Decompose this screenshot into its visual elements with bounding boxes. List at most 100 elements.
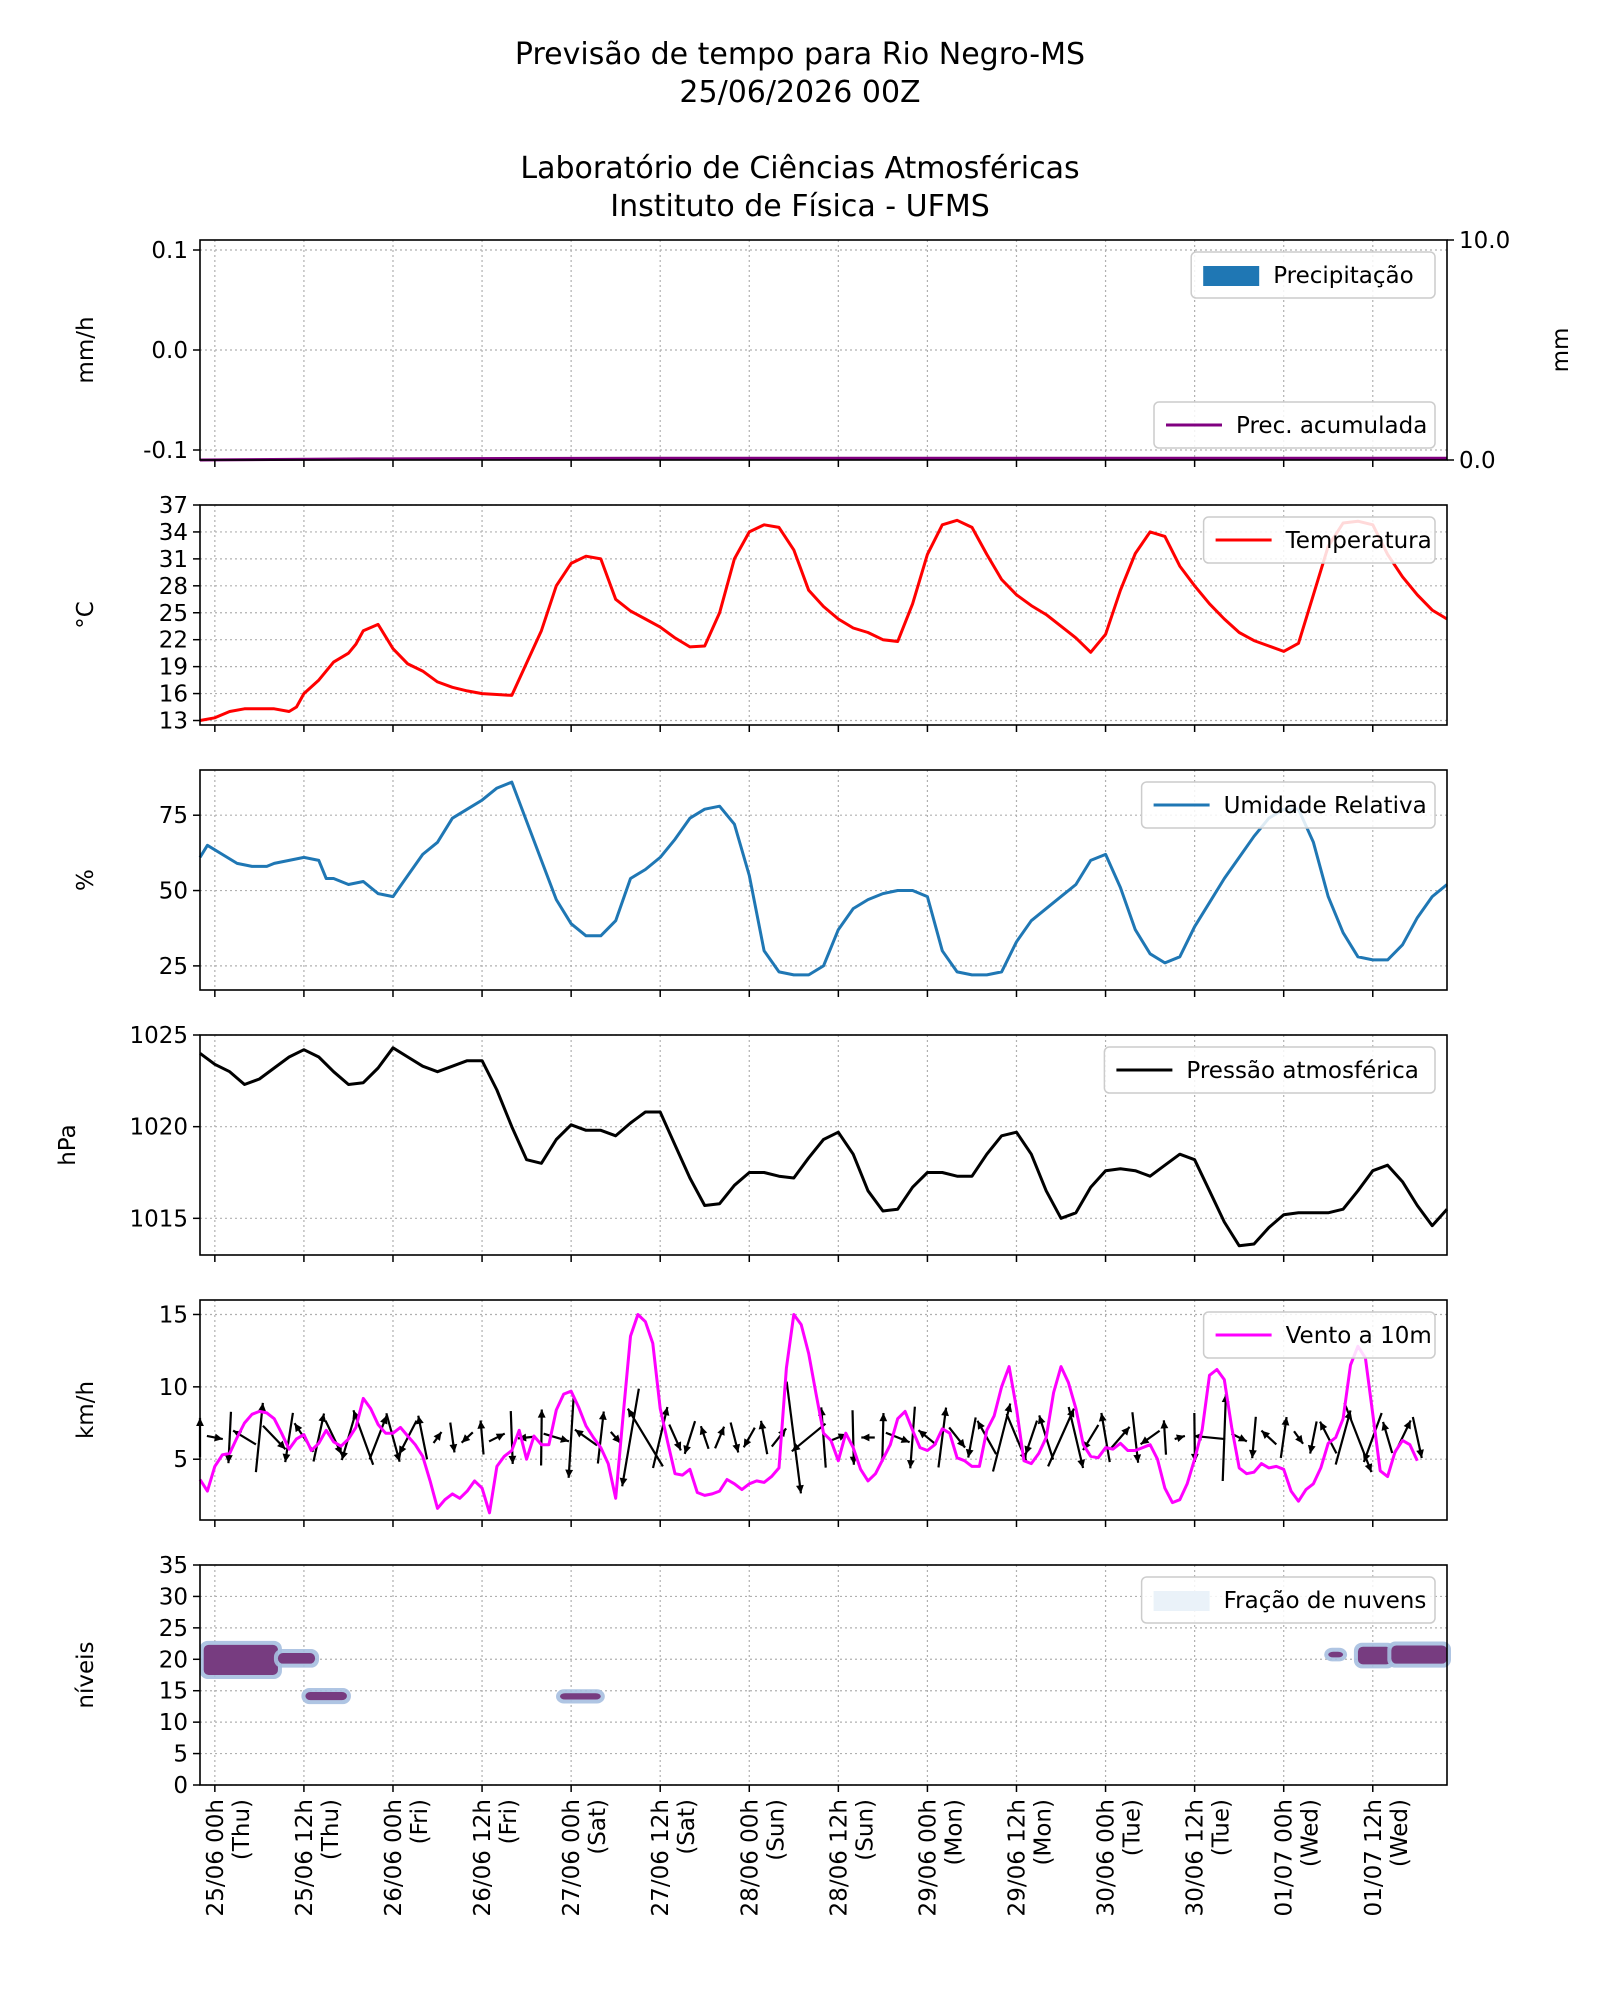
wind-arrow-head <box>1416 1449 1424 1458</box>
wind-arrow <box>312 1413 326 1462</box>
x-tick-date: 01/07 12h <box>1361 1799 1387 1916</box>
wind-arrow-head <box>1160 1420 1169 1429</box>
wind-arrow-head <box>977 1420 985 1430</box>
x-tick-label: 25/06 00h (Thu) <box>203 1799 255 1916</box>
cloud-fraction-patch <box>277 1653 316 1664</box>
panel-pres: 1015 1020 1025 hPa Pressão atmosférica <box>55 1023 1449 1262</box>
wind-arrow-head <box>393 1452 402 1462</box>
wind-arrow-head <box>560 1435 569 1443</box>
wind-arrow-head <box>1237 1434 1247 1442</box>
wind-arrow-head <box>619 1477 628 1487</box>
wind-arrow <box>937 1407 948 1468</box>
panel-frame <box>199 1299 1448 1521</box>
series-line-wind <box>198 1313 1419 1515</box>
series-line-pres <box>199 1046 1449 1248</box>
wind-arrow-head <box>1176 1434 1185 1443</box>
wind-arrow-head <box>796 1484 804 1494</box>
wind-arrow-head <box>477 1420 486 1429</box>
wind-arrow-head <box>574 1429 584 1438</box>
panel-frame <box>199 1034 1448 1256</box>
wind-arrow-head <box>965 1448 974 1458</box>
wind-arrow <box>626 1408 664 1467</box>
y-tick-label: 5 <box>173 1447 188 1473</box>
wind-arrow-head <box>1295 1434 1304 1444</box>
wind-arrow-head <box>661 1407 670 1416</box>
legend-swatch <box>1153 1591 1210 1611</box>
legend-box <box>1153 401 1436 449</box>
wind-arrow-head <box>941 1407 949 1417</box>
x-tick-label: 28/06 00h (Sun) <box>737 1799 789 1916</box>
panel-cloud: 0 5 10 15 20 25 30 35 níveis Fração de nuvens 25/0… <box>73 1553 1451 1916</box>
wind-arrow-head <box>224 1454 233 1464</box>
x-tick-day: (Mon) <box>1030 1799 1056 1865</box>
title-line-3: Laboratório de Ciências Atmosféricas <box>520 151 1080 186</box>
y-tick-label: 1025 <box>129 1023 188 1049</box>
wind-arrow-head <box>1307 1444 1316 1454</box>
legend-precip: Precipitação <box>1190 251 1436 299</box>
y-tick-label: 19 <box>159 655 188 681</box>
x-tick-date: 26/06 00h <box>381 1799 407 1916</box>
wind-arrow <box>621 1388 640 1487</box>
cloud-fraction-patch <box>305 1691 347 1701</box>
wind-arrow-head <box>1403 1420 1411 1430</box>
y-tick-label: 20 <box>159 1647 188 1673</box>
wind-arrow <box>509 1411 514 1464</box>
y-tick-label: 0.0 <box>151 338 188 364</box>
x-tick-day: (Sun) <box>763 1799 789 1861</box>
wind-arrow-head <box>918 1430 928 1439</box>
wind-arrow-head <box>1037 1415 1046 1425</box>
cloud-fraction-patch <box>1328 1651 1344 1658</box>
x-tick-label: 28/06 12h (Sun) <box>826 1799 878 1916</box>
x-tick-label: 27/06 12h (Sat) <box>648 1799 700 1916</box>
wind-arrow <box>785 1381 803 1494</box>
x-tick-date: 26/06 12h <box>470 1799 496 1916</box>
wind-arrow-head <box>598 1411 607 1421</box>
x-tick-label: 26/06 00h (Fri) <box>381 1799 433 1916</box>
wind-arrow-head <box>699 1426 708 1436</box>
wind-arrow <box>539 1409 543 1466</box>
wind-arrow-head <box>900 1435 910 1443</box>
y-tick-label: 50 <box>159 879 188 905</box>
wind-arrow-head <box>1077 1459 1086 1468</box>
wind-arrow-head <box>1249 1449 1257 1459</box>
title-line-2: 25/06/2026 00Z <box>679 75 921 110</box>
y-tick-label: 1020 <box>129 1115 188 1141</box>
y-tick-label: 0 <box>173 1773 188 1799</box>
wind-arrow-head <box>416 1415 424 1425</box>
legend-label: Vento a 10m <box>1286 1323 1432 1349</box>
wind-arrow-head <box>1121 1426 1130 1436</box>
wind-arrow <box>1131 1412 1140 1463</box>
wind-arrow-head <box>282 1453 291 1463</box>
legend-precip: Prec. acumulada <box>1153 401 1436 449</box>
y-tick-label: 0.1 <box>151 238 188 264</box>
wind-arrow-head <box>1004 1403 1013 1413</box>
wind-arrow-head <box>277 1440 286 1450</box>
wind-arrow-head <box>956 1438 966 1448</box>
x-tick-label: 01/07 00h (Wed) <box>1272 1799 1324 1916</box>
cloud-fraction-patch <box>559 1693 601 1700</box>
legend-cloud: Fração de nuvens <box>1140 1576 1436 1624</box>
wind-arrow-head <box>1320 1421 1328 1431</box>
cloud-fraction-patch <box>1391 1645 1447 1664</box>
panel-frame <box>199 1564 1448 1786</box>
wind-arrow-head <box>1381 1421 1390 1431</box>
cloud-fraction-patch <box>203 1644 278 1675</box>
x-tick-day: (Tue) <box>1120 1799 1146 1856</box>
y-axis-label: % <box>73 869 99 891</box>
wind-arrow <box>254 1402 264 1473</box>
wind-arrows <box>196 1381 1424 1494</box>
x-tick-day: (Sat) <box>585 1799 611 1855</box>
y-tick-label: 25 <box>159 1616 188 1642</box>
x-tick-label: 27/06 00h (Sat) <box>559 1799 611 1916</box>
wind-arrow-head <box>1362 1453 1371 1463</box>
legend-label: Temperatura <box>1285 528 1432 554</box>
x-tick-date: 27/06 12h <box>648 1799 674 1916</box>
wind-arrow <box>596 1411 605 1464</box>
wind-arrow-head <box>318 1413 327 1423</box>
x-tick-day: (Wed) <box>1387 1799 1413 1867</box>
y-tick-label: 30 <box>159 1584 188 1610</box>
y2-tick-label: 0.0 <box>1459 448 1496 474</box>
wind-arrow-head <box>334 1445 342 1455</box>
wind-arrow-head <box>399 1445 407 1455</box>
